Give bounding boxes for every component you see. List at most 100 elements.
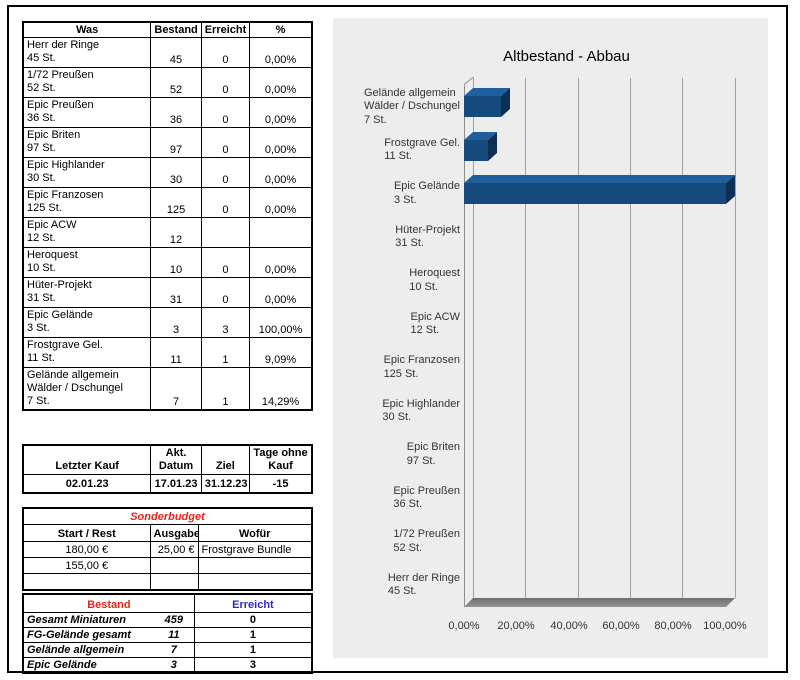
cell-erreicht: 1 xyxy=(193,627,313,643)
col-header-erreicht: Erreicht xyxy=(193,593,313,613)
cell-letzter-kauf: 02.01.23 xyxy=(22,474,152,494)
cell-pct: 0,00% xyxy=(249,127,313,158)
cell-bestand: 31 xyxy=(150,277,202,308)
category-label: Epic Preußen 36 St. xyxy=(393,484,460,511)
category-label: Gelände allgemein Wälder / Dschungel 7 S… xyxy=(364,86,460,126)
category-label: Epic Franzosen 125 St. xyxy=(383,354,460,380)
cell-bestand: 125 xyxy=(150,187,202,218)
table-row: 155,00 € xyxy=(22,557,313,574)
col-header-bestand: Bestand xyxy=(22,593,195,613)
col-header-bestand: Bestand xyxy=(150,21,202,38)
table-row: Frostgrave Gel. 11 St. 11 1 9,09% xyxy=(22,337,313,368)
cell-bestand: 30 xyxy=(150,157,202,188)
cell-akt-datum: 17.01.23 xyxy=(150,474,202,494)
plot-area xyxy=(464,85,736,607)
cell-was: Epic ACW 12 St. xyxy=(22,217,152,248)
col-header-was: Was xyxy=(22,21,152,38)
category-row: Frostgrave Gel. 11 St. xyxy=(333,129,460,173)
x-axis-tick-label: 80,00% xyxy=(654,620,692,632)
table-row: Hüter-Projekt 31 St. 31 0 0,00% xyxy=(22,277,313,308)
table-title-row: Sonderbudget xyxy=(22,507,313,525)
cell-was: Heroquest 10 St. xyxy=(22,247,152,278)
cell-label: Gesamt Miniaturen xyxy=(22,612,154,628)
cell-was: Epic Gelände 3 St. xyxy=(22,307,152,338)
cell-was: Epic Highlander 30 St. xyxy=(22,157,152,188)
cell-wofuer xyxy=(197,557,313,574)
cell-bestand: 11 xyxy=(150,337,202,368)
cell-pct: 0,00% xyxy=(249,247,313,278)
budget-title: Sonderbudget xyxy=(22,507,313,525)
category-label: Frostgrave Gel. 11 St. xyxy=(384,136,460,163)
table-row: Heroquest 10 St. 10 0 0,00% xyxy=(22,247,313,278)
cell-pct: 0,00% xyxy=(249,277,313,308)
cell-erreicht: 1 xyxy=(200,367,251,411)
category-row: Epic Franzosen 125 St. xyxy=(333,346,460,390)
cell-erreicht: 0 xyxy=(200,97,251,128)
cell-was: 1/72 Preußen 52 St. xyxy=(22,67,152,98)
chart-title: Altbestand - Abbau xyxy=(503,48,630,65)
category-row: Epic Highlander 30 St. xyxy=(333,390,460,434)
cell-erreicht: 0 xyxy=(200,187,251,218)
chart-bar[interactable] xyxy=(464,139,488,161)
category-label: Epic Highlander 30 St. xyxy=(382,397,460,424)
table-header-row: Start / Rest Ausgabe Wofür xyxy=(22,524,313,542)
col-header-ausgabe: Ausgabe xyxy=(149,524,199,542)
table-header-row: Letzter Kauf Akt. Datum Ziel Tage ohne K… xyxy=(22,444,313,475)
category-row: Epic Preußen 36 St. xyxy=(333,477,460,521)
table-row: Epic Gelände 3 3 xyxy=(22,657,313,674)
chart-bar[interactable] xyxy=(464,96,501,117)
cell-erreicht: 0 xyxy=(200,157,251,188)
cell-erreicht: 0 xyxy=(200,247,251,278)
col-header-tage-ohne-kauf: Tage ohne Kauf xyxy=(249,444,313,475)
table-row xyxy=(22,573,313,591)
cell-bestand: 10 xyxy=(150,247,202,278)
cell-ausgabe xyxy=(149,573,199,591)
bar-chart-panel[interactable]: Altbestand - Abbau Gelände allgemein Wäl… xyxy=(333,18,768,658)
table-row: Epic ACW 12 St. 12 xyxy=(22,217,313,248)
cell-erreicht: 1 xyxy=(193,642,313,658)
cell-erreicht: 1 xyxy=(200,337,251,368)
table-row: Gelände allgemein 7 1 xyxy=(22,642,313,658)
category-row: 1/72 Preußen 52 St. xyxy=(333,520,460,564)
category-row: Heroquest 10 St. xyxy=(333,259,460,303)
gridline xyxy=(682,78,683,598)
chart-bar[interactable] xyxy=(464,183,726,204)
cell-bestand: 7 xyxy=(150,367,202,411)
cell-bestand: 52 xyxy=(150,67,202,98)
cell-bestand: 3 xyxy=(153,657,195,674)
cell-was: Herr der Ringe 45 St. xyxy=(22,37,152,68)
cell-erreicht: 3 xyxy=(193,657,313,674)
x-axis-tick-label: 40,00% xyxy=(550,620,588,632)
table-row: 1/72 Preußen 52 St. 52 0 0,00% xyxy=(22,67,313,98)
cell-start-rest xyxy=(22,573,151,591)
cell-label: Epic Gelände xyxy=(22,657,154,674)
table-row: 02.01.23 17.01.23 31.12.23 -15 xyxy=(22,474,313,494)
cell-bestand: 11 xyxy=(153,627,195,643)
cell-was: Epic Franzosen 125 St. xyxy=(22,187,152,218)
table-row: Epic Briten 97 St. 97 0 0,00% xyxy=(22,127,313,158)
cell-pct: 100,00% xyxy=(249,307,313,338)
col-header-letzter-kauf: Letzter Kauf xyxy=(22,444,152,475)
table-row: Epic Gelände 3 St. 3 3 100,00% xyxy=(22,307,313,338)
cell-bestand: 3 xyxy=(150,307,202,338)
cell-pct xyxy=(249,217,313,248)
category-row: Epic Gelände 3 St. xyxy=(333,172,460,216)
cell-was: Frostgrave Gel. 11 St. xyxy=(22,337,152,368)
cell-bestand: 459 xyxy=(153,612,195,628)
chart-floor xyxy=(464,598,735,607)
table-row: Epic Franzosen 125 St. 125 0 0,00% xyxy=(22,187,313,218)
table-row: Epic Highlander 30 St. 30 0 0,00% xyxy=(22,157,313,188)
col-header-start-rest: Start / Rest xyxy=(22,524,151,542)
x-axis-tick-label: 100,00% xyxy=(703,620,747,632)
cell-wofuer xyxy=(197,573,313,591)
table-row: Herr der Ringe 45 St. 45 0 0,00% xyxy=(22,37,313,68)
cell-erreicht xyxy=(200,217,251,248)
table-row: 180,00 € 25,00 € Frostgrave Bundle xyxy=(22,541,313,558)
table-row: FG-Gelände gesamt 11 1 xyxy=(22,627,313,643)
summary-table: Bestand Erreicht Gesamt Miniaturen 459 0… xyxy=(22,593,313,674)
cell-pct: 9,09% xyxy=(249,337,313,368)
cell-pct: 0,00% xyxy=(249,157,313,188)
cell-start-rest: 180,00 € xyxy=(22,541,151,558)
cell-ausgabe xyxy=(149,557,199,574)
cell-was: Hüter-Projekt 31 St. xyxy=(22,277,152,308)
